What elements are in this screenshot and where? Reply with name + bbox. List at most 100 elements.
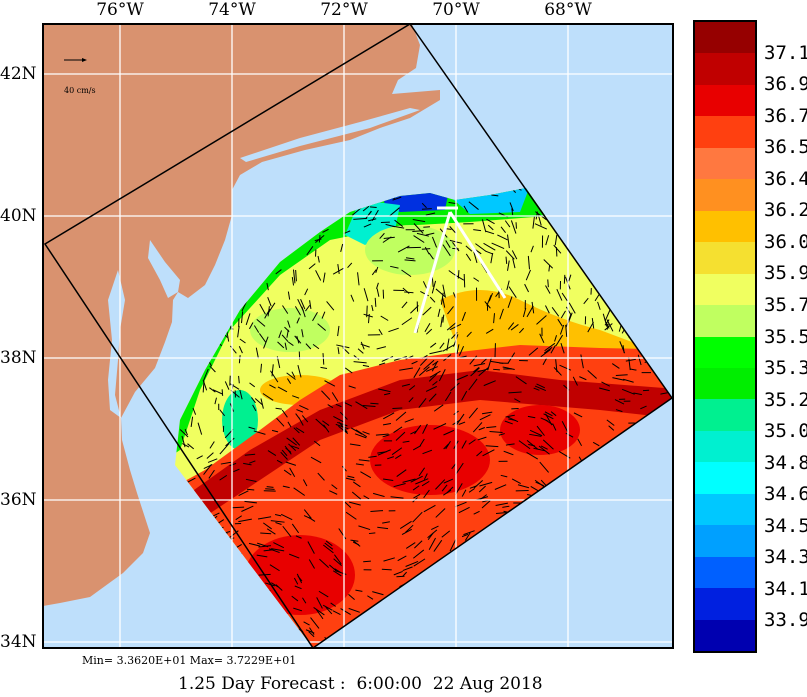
current-vector — [602, 313, 608, 327]
current-vector — [329, 490, 338, 495]
current-vector — [291, 371, 296, 378]
current-vector — [399, 520, 412, 529]
current-vector — [527, 255, 531, 270]
current-vector — [270, 370, 279, 383]
current-vector — [267, 306, 270, 317]
current-vector — [335, 423, 349, 430]
current-vector — [473, 510, 480, 515]
current-vector — [405, 560, 419, 567]
current-vector — [512, 258, 516, 269]
current-vector — [292, 437, 301, 446]
current-vector — [543, 413, 554, 420]
lat-label: 42N — [0, 64, 37, 84]
current-vector — [410, 430, 417, 435]
current-vector — [587, 369, 597, 379]
current-vector — [322, 353, 325, 365]
current-vector — [441, 530, 451, 538]
current-vector — [368, 455, 377, 458]
current-vector — [260, 363, 263, 373]
current-vector — [275, 584, 283, 591]
transect-line[interactable] — [413, 206, 507, 334]
current-vector — [415, 478, 429, 485]
current-vector — [522, 308, 527, 318]
current-vector — [226, 331, 230, 342]
current-vector — [267, 297, 272, 307]
current-vector — [349, 443, 361, 447]
graticule — [43, 24, 673, 648]
legend-tick-label: 34.6 — [764, 483, 807, 506]
forecast-title: 1.25 Day Forecast : 6:00:00 22 Aug 2018 — [178, 674, 543, 694]
current-vector — [334, 568, 341, 573]
current-vector — [333, 415, 344, 423]
current-vector — [358, 459, 370, 462]
min-max-stats: Min= 3.3620E+01 Max= 3.7229E+01 — [82, 654, 297, 667]
current-vector — [660, 392, 668, 395]
current-vector — [282, 525, 292, 538]
current-vector — [291, 523, 300, 534]
current-vector — [432, 360, 439, 366]
current-vector — [505, 443, 515, 446]
current-vector — [281, 449, 288, 457]
lat-label: 40N — [0, 206, 37, 226]
current-vector — [229, 462, 237, 467]
current-vector — [371, 269, 377, 276]
current-vector — [625, 358, 636, 362]
legend-color-band — [695, 336, 755, 368]
current-vector — [182, 443, 190, 448]
legend-color-band — [695, 273, 755, 306]
current-vector — [238, 375, 240, 384]
current-vector — [555, 334, 564, 347]
current-vector — [383, 557, 395, 562]
current-vector — [402, 287, 410, 294]
current-vector — [245, 313, 251, 326]
legend-tick-label: 36.9 — [764, 73, 807, 96]
vector-scale-label: 40 cm/s — [64, 86, 96, 95]
current-vector — [515, 376, 527, 385]
current-vector — [302, 479, 308, 487]
current-vector — [324, 542, 334, 550]
current-vector — [244, 453, 256, 456]
current-vector — [486, 295, 492, 306]
current-vector — [505, 414, 515, 418]
current-vector — [507, 260, 510, 271]
current-vector — [259, 649, 272, 652]
current-vector — [517, 484, 530, 489]
current-vector — [322, 604, 333, 611]
current-vector — [533, 447, 546, 452]
legend-color-band — [695, 367, 755, 400]
current-vector — [477, 436, 487, 441]
current-vector — [382, 521, 390, 524]
current-vector — [509, 202, 514, 212]
current-vector — [187, 443, 195, 450]
current-vector — [429, 370, 441, 378]
current-vector — [377, 526, 389, 530]
current-vector — [275, 407, 282, 410]
current-vector — [469, 355, 478, 365]
chesapeake-bay — [108, 270, 125, 418]
current-vector — [608, 425, 615, 431]
current-vector — [429, 350, 443, 355]
current-vector — [431, 525, 439, 531]
current-vector — [297, 365, 302, 378]
legend-tick-label: 34.3 — [764, 546, 807, 569]
current-vector — [368, 313, 370, 324]
current-vector — [281, 409, 288, 418]
current-vector — [428, 373, 438, 382]
current-vector — [580, 354, 584, 369]
current-vector — [587, 321, 594, 333]
current-vector — [508, 286, 517, 298]
current-vector — [209, 387, 216, 393]
current-vector — [443, 478, 454, 484]
current-vector — [298, 417, 304, 426]
current-vector — [468, 378, 478, 391]
current-vector — [412, 511, 423, 523]
current-vector — [439, 342, 445, 349]
current-vector — [676, 437, 685, 446]
current-vector — [331, 392, 339, 402]
current-vector — [375, 433, 389, 436]
current-vector — [567, 312, 573, 323]
current-vector — [239, 338, 246, 344]
current-vector — [441, 484, 448, 492]
current-vector — [637, 354, 642, 366]
